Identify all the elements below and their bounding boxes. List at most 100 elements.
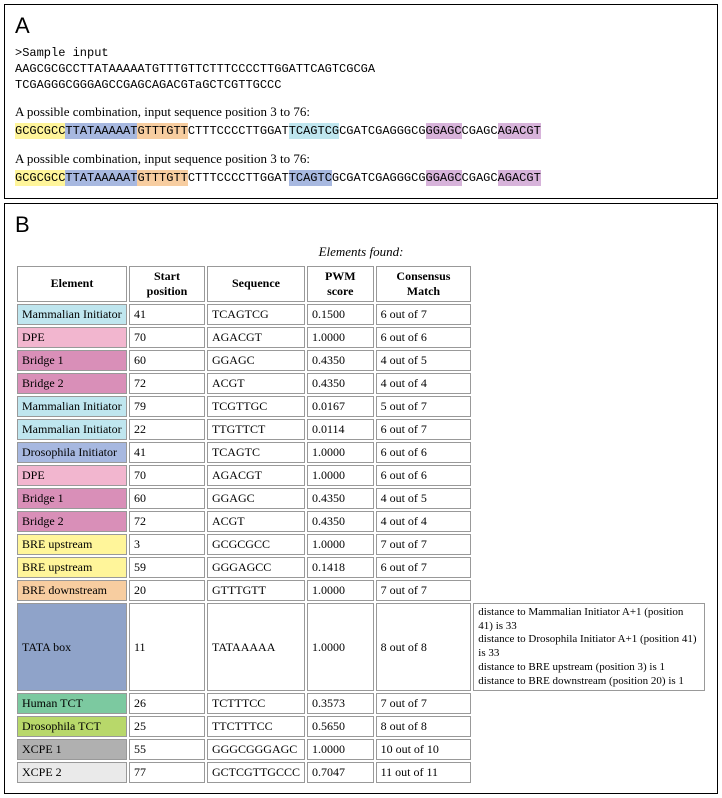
cell-start: 60 [129,350,205,371]
cell-element: Drosophila TCT [17,716,127,737]
cell-sequence: GGAGC [207,488,305,509]
seq-segment: GGAGC [426,170,462,186]
cell-element: Drosophila Initiator [17,442,127,463]
table-row: BRE upstream59GGGAGCC0.14186 out of 7 [17,557,705,578]
cell-pwm: 0.4350 [307,350,374,371]
col-notes [473,266,705,302]
cell-consensus: 4 out of 5 [376,488,472,509]
cell-start: 72 [129,373,205,394]
seq-segment: CGAGC [462,123,498,139]
cell-start: 3 [129,534,205,555]
cell-pwm: 0.4350 [307,511,374,532]
cell-start: 70 [129,327,205,348]
cell-start: 55 [129,739,205,760]
cell-element: Mammalian Initiator [17,304,127,325]
cell-consensus: 11 out of 11 [376,762,472,783]
cell-notes [473,373,705,394]
cell-start: 26 [129,693,205,714]
cell-sequence: GGAGC [207,350,305,371]
seq-segment: TTATAAAAAT [65,170,137,186]
cell-sequence: GGGAGCC [207,557,305,578]
table-row: Mammalian Initiator79TCGTTGC0.01675 out … [17,396,705,417]
cell-element: BRE downstream [17,580,127,601]
cell-sequence: AGACGT [207,327,305,348]
panel-a: A >Sample input AAGCGCGCCTTATAAAAATGTTTG… [4,4,718,199]
cell-consensus: 7 out of 7 [376,534,472,555]
cell-consensus: 7 out of 7 [376,693,472,714]
seq-segment: AGACGT [498,170,541,186]
cell-pwm: 0.4350 [307,488,374,509]
seq-segment: CTTTCCCCTTGGAT [188,170,289,186]
cell-start: 59 [129,557,205,578]
panel-b-label: B [15,212,707,238]
cell-sequence: GCGCGCC [207,534,305,555]
cell-consensus: 8 out of 8 [376,603,472,692]
cell-consensus: 4 out of 4 [376,511,472,532]
cell-element: Mammalian Initiator [17,419,127,440]
cell-element: BRE upstream [17,557,127,578]
cell-start: 25 [129,716,205,737]
seq-segment: GCGCGCC [15,170,65,186]
cell-consensus: 6 out of 6 [376,327,472,348]
cell-element: XCPE 2 [17,762,127,783]
cell-consensus: 8 out of 8 [376,716,472,737]
cell-start: 72 [129,511,205,532]
sample-seq-line-1: AAGCGCGCCTTATAAAAATGTTTGTTCTTTCCCCTTGGAT… [15,61,707,77]
cell-sequence: GTTTGTT [207,580,305,601]
seq-segment: CTTTCCCCTTGGAT [188,123,289,139]
table-row: TATA box11TATAAAAA1.00008 out of 8distan… [17,603,705,692]
table-row: Bridge 160GGAGC0.43504 out of 5 [17,488,705,509]
combo-note-2: A possible combination, input sequence p… [15,151,707,167]
cell-notes [473,716,705,737]
cell-sequence: TCAGTC [207,442,305,463]
col-sequence: Sequence [207,266,305,302]
seq-segment: GTTTGTT [137,170,187,186]
cell-sequence: TCTTTCC [207,693,305,714]
cell-pwm: 1.0000 [307,327,374,348]
cell-element: TATA box [17,603,127,692]
table-title: Elements found: [15,244,707,260]
cell-notes [473,442,705,463]
combo-note-1: A possible combination, input sequence p… [15,104,707,120]
seq-segment: GCGCGCC [15,123,65,139]
table-row: BRE downstream20GTTTGTT1.00007 out of 7 [17,580,705,601]
cell-element: Bridge 1 [17,488,127,509]
cell-notes [473,327,705,348]
table-row: DPE70AGACGT1.00006 out of 6 [17,465,705,486]
cell-consensus: 6 out of 7 [376,419,472,440]
cell-element: DPE [17,327,127,348]
cell-consensus: 10 out of 10 [376,739,472,760]
col-element: Element [17,266,127,302]
seq-segment: GGAGC [426,123,462,139]
cell-notes [473,465,705,486]
cell-notes [473,396,705,417]
cell-start: 70 [129,465,205,486]
table-row: Mammalian Initiator41TCAGTCG0.15006 out … [17,304,705,325]
table-row: XCPE 277GCTCGTTGCCC0.704711 out of 11 [17,762,705,783]
cell-start: 22 [129,419,205,440]
cell-consensus: 6 out of 7 [376,557,472,578]
elements-table: Element Start position Sequence PWM scor… [15,264,707,786]
cell-pwm: 1.0000 [307,442,374,463]
seq-segment: CGAGC [462,170,498,186]
cell-element: DPE [17,465,127,486]
table-row: Drosophila TCT25TTCTTTCC0.56508 out of 8 [17,716,705,737]
combo-seq-1: GCGCGCCTTATAAAAATGTTTGTTCTTTCCCCTTGGATTC… [15,122,707,141]
cell-pwm: 0.0114 [307,419,374,440]
seq-segment: GTTTGTT [137,123,187,139]
table-row: Drosophila Initiator41TCAGTC1.00006 out … [17,442,705,463]
cell-notes: distance to Mammalian Initiator A+1 (pos… [473,603,705,692]
table-header-row: Element Start position Sequence PWM scor… [17,266,705,302]
cell-pwm: 1.0000 [307,465,374,486]
cell-start: 11 [129,603,205,692]
cell-start: 41 [129,304,205,325]
cell-start: 20 [129,580,205,601]
cell-notes [473,762,705,783]
col-consensus: Consensus Match [376,266,472,302]
cell-notes [473,511,705,532]
cell-element: Bridge 1 [17,350,127,371]
cell-notes [473,304,705,325]
cell-sequence: ACGT [207,373,305,394]
cell-sequence: GCTCGTTGCCC [207,762,305,783]
sample-header: >Sample input [15,45,707,61]
